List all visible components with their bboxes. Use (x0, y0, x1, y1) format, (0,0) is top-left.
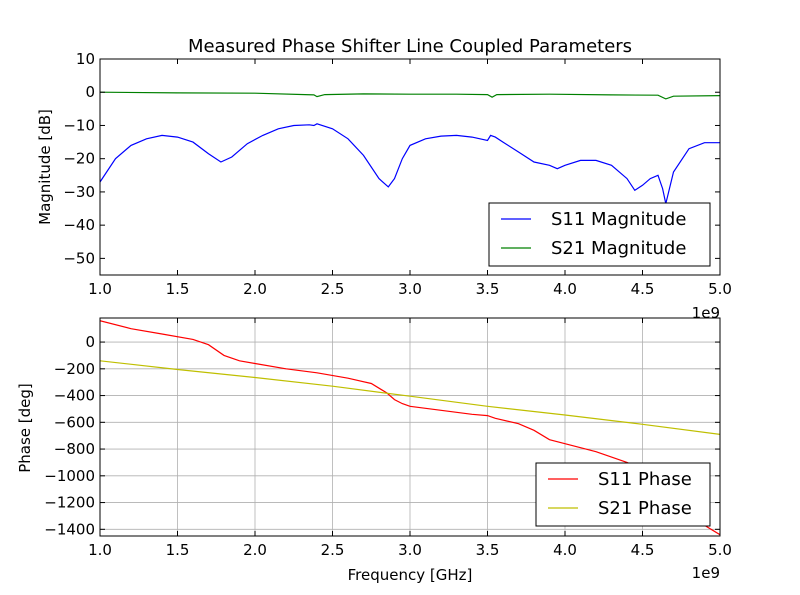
y-tick-label: −600 (54, 413, 95, 431)
y-tick-label: 0 (85, 83, 95, 101)
legend-label: S11 Magnitude (551, 209, 686, 230)
x-tick-label: 1.5 (166, 541, 190, 559)
y-tick-label: −30 (63, 183, 95, 201)
y-tick-label: −40 (63, 216, 95, 234)
legend-label: S21 Magnitude (551, 238, 686, 259)
series-line-s11-phase (100, 320, 720, 536)
magnitude-y-axis-label: Magnitude [dB] (36, 109, 54, 225)
chart-title: Measured Phase Shifter Line Coupled Para… (188, 36, 632, 57)
x-tick-label: 4.5 (631, 541, 655, 559)
y-tick-label: −400 (54, 387, 95, 405)
x-tick-label: 2.0 (243, 541, 267, 559)
x-tick-label: 5.0 (708, 280, 732, 298)
magnitude-plot: 1.0 1.5 2.0 2.5 3.0 3.5 4.0 4.5 5.0 10 0 −10 −20 −30 −… (63, 50, 732, 298)
series-line-s11-magnitude (100, 123, 720, 204)
y-tick-label: −1000 (44, 467, 95, 485)
x-tick-label: 3.5 (476, 280, 500, 298)
x-tick-label: 4.0 (553, 280, 577, 298)
series-line-s21-magnitude (100, 91, 720, 100)
x-tick-label: 4.0 (553, 541, 577, 559)
phase-x-axis-label: Frequency [GHz] (348, 566, 473, 584)
phase-x-offset-label: 1e9 (692, 564, 720, 582)
x-tick-label: 3.0 (398, 541, 422, 559)
y-tick-label: −200 (54, 360, 95, 378)
y-tick-label: −10 (63, 116, 95, 134)
y-tick-label: −800 (54, 440, 95, 458)
x-tick-label: 2.5 (321, 280, 345, 298)
phase-plot: 1.0 1.5 2.0 2.5 3.0 3.5 4.0 4.5 5.0 0 −200 −400 −600… (44, 317, 732, 559)
series-line-s21-phase (100, 360, 720, 435)
x-tick-label: 2.5 (321, 541, 345, 559)
y-tick-label: −1200 (44, 494, 95, 512)
y-tick-label: −1400 (44, 520, 95, 538)
legend-box (488, 202, 711, 267)
x-tick-label: 1.5 (166, 280, 190, 298)
x-tick-label: 2.0 (243, 280, 267, 298)
x-tick-label: 5.0 (708, 541, 732, 559)
phase-y-axis-label: Phase [deg] (16, 383, 34, 473)
x-tick-label: 1.0 (88, 541, 112, 559)
x-tick-label: 4.5 (631, 280, 655, 298)
y-tick-label: 10 (76, 50, 95, 68)
x-tick-label: 1.0 (88, 280, 112, 298)
x-tick-label: 3.0 (398, 280, 422, 298)
x-tick-label: 3.5 (476, 541, 500, 559)
y-tick-label: −20 (63, 150, 95, 168)
y-tick-label: −50 (63, 249, 95, 267)
legend-box (535, 462, 711, 527)
y-tick-label: 0 (85, 333, 95, 351)
legend-label: S21 Phase (598, 498, 692, 519)
legend-label: S11 Phase (598, 469, 692, 490)
magnitude-x-offset-label: 1e9 (692, 304, 720, 322)
